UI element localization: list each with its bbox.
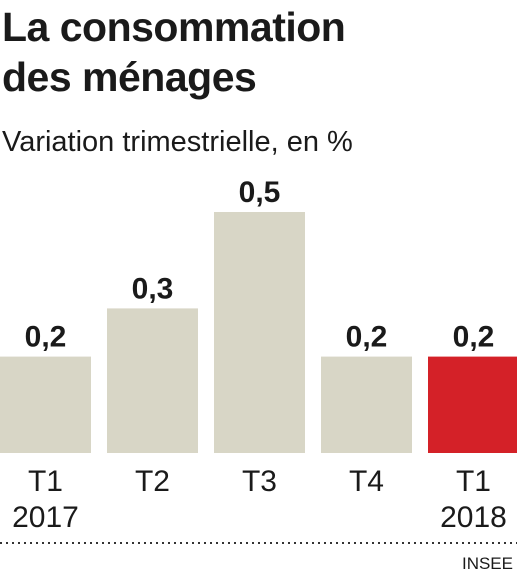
category-label-4: T1 2018 [440,465,507,534]
category-label-3: T4 [349,465,384,498]
category-label-0: T1 2017 [12,465,79,534]
category-label-2: T3 [242,465,277,498]
value-label-4: 0,2 [453,321,495,354]
chart-title: La consommation des ménages [2,4,346,100]
chart-subtitle: Variation trimestrielle, en % [2,126,353,158]
value-label-2: 0,5 [239,176,281,209]
category-label-1: T2 [135,465,170,498]
value-label-1: 0,3 [132,272,174,305]
bars-layer [0,212,517,453]
bar-3 [321,356,412,453]
bar-4 [428,356,517,453]
value-labels-layer: 0,2 0,3 0,5 0,2 0,2 [25,176,495,354]
bar-0 [0,356,91,453]
category-labels-layer: T1 2017 T2 T3 T4 T1 2018 [12,465,507,534]
value-label-3: 0,2 [346,321,388,354]
source-label: INSEE [461,554,513,573]
bar-1 [107,308,198,453]
bar-2 [214,212,305,453]
value-label-0: 0,2 [25,321,67,354]
